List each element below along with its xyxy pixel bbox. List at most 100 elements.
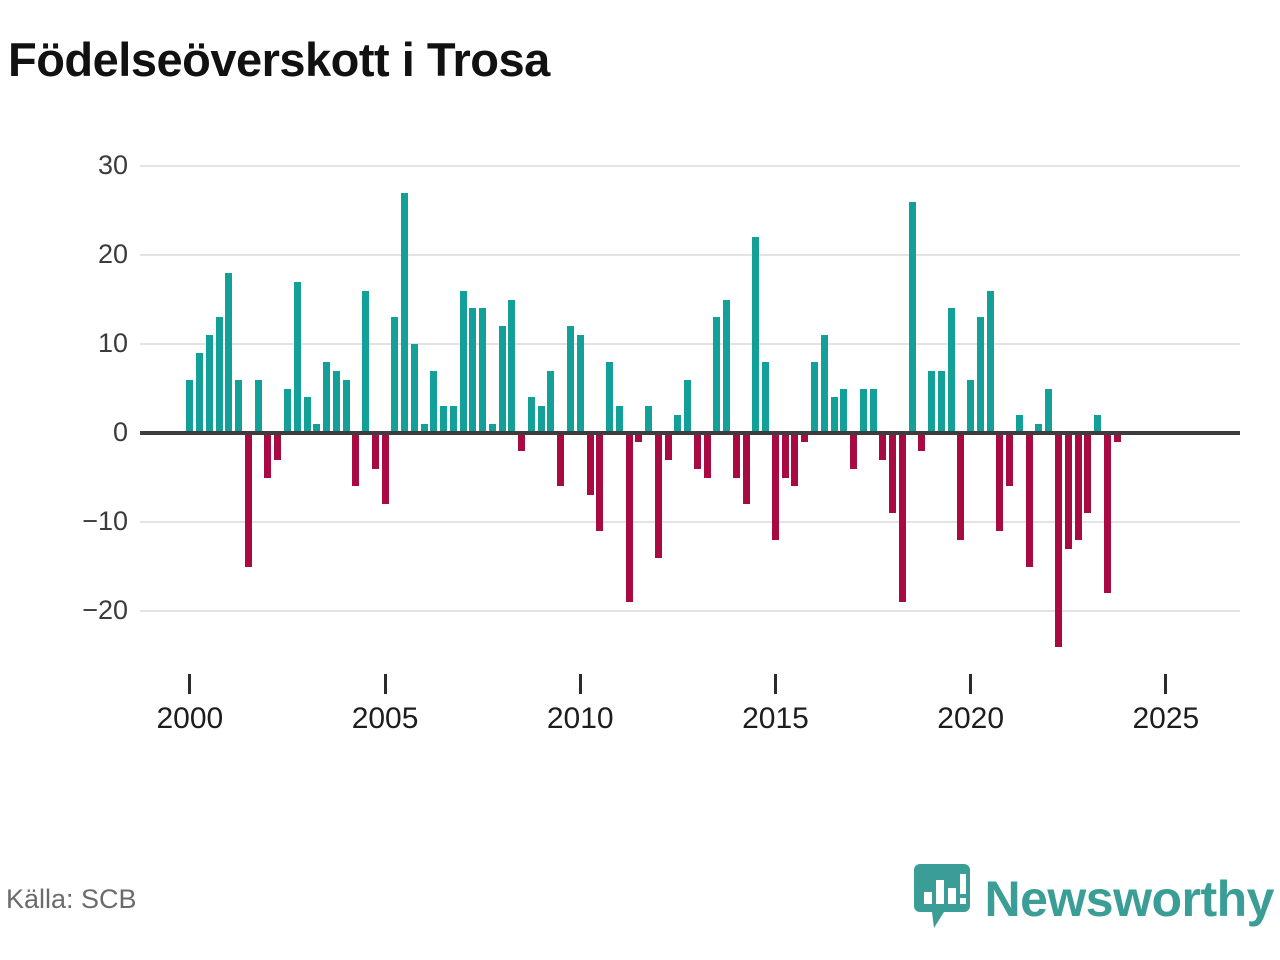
bar [781,433,789,478]
y-axis-tick-label: 30 [97,150,128,180]
bar [967,379,975,433]
bar [186,379,194,433]
x-axis-tick [1164,674,1168,694]
bar-chart-speech-bubble-icon [914,864,971,934]
bar [264,433,272,478]
y-axis-labels: 30 20 10 0 −10 −20 [0,140,1280,660]
bar [879,433,887,460]
plot-area: 30 20 10 0 −10 −20 [0,140,1280,660]
bar [274,433,282,460]
y-axis-tick-label: −10 [82,506,128,536]
bar [664,433,672,460]
zero-axis-line [140,431,1240,435]
y-axis-tick-label: 20 [97,239,128,269]
bar [244,433,252,567]
bar [1006,433,1014,487]
brand-name: Newsworthy [984,871,1274,927]
bar [391,317,399,433]
bar [840,388,848,433]
bar [430,370,438,433]
bar [850,433,858,469]
bar [381,433,389,505]
bar [586,433,594,496]
bar [752,237,760,433]
x-axis-tick [969,674,973,694]
bar [293,281,301,433]
bar [713,317,721,433]
gridline [140,521,1240,523]
gridline [140,254,1240,256]
bar [410,344,418,433]
bar [1045,388,1053,433]
bar [762,361,770,433]
bar [703,433,711,478]
bar [596,433,604,531]
bar [235,379,243,433]
bar [869,388,877,433]
x-axis-tick [578,674,582,694]
bar [889,433,897,514]
bar [479,308,487,433]
bar [313,424,321,433]
bar [527,397,535,433]
x-axis-tick-label: 2000 [156,702,224,735]
bar [488,424,496,433]
y-axis-tick-label: 10 [97,328,128,358]
x-axis-tick [773,674,777,694]
x-axis-tick-label: 2005 [351,702,419,735]
bar [801,433,809,442]
bar [567,326,574,433]
bar [440,406,448,433]
y-axis-tick-label: 0 [112,417,128,447]
bar [625,433,633,603]
bar [654,433,662,558]
bar [1094,415,1102,433]
bar [1064,433,1072,549]
bar [976,317,984,433]
bar [1025,433,1033,567]
bar [1103,433,1111,594]
bar [615,406,623,433]
x-axis-tick-label: 2015 [742,702,809,735]
bar [937,370,945,433]
bar [518,433,526,451]
bar [1113,433,1121,442]
bar [947,308,955,433]
chart-title: Födelseöverskott i Trosa [8,33,550,86]
gridline [140,165,1240,167]
bar [645,406,653,433]
bar [820,335,828,433]
bar [771,433,779,540]
newsworthy-logo[interactable]: Newsworthy [914,862,1274,936]
bar [283,388,291,433]
bar [811,361,818,433]
bar [898,433,906,603]
bar [469,308,477,433]
bar [1035,424,1043,433]
bar [918,433,926,451]
bar [449,406,457,433]
bar [401,192,409,433]
bar [537,406,545,433]
bar [498,326,506,433]
x-axis: 2000 2005 2010 2015 2020 2025 [0,660,1280,750]
gridline [140,610,1240,612]
bar [420,424,428,433]
bar [371,433,379,469]
bar [1074,433,1082,540]
gridlines [0,140,1280,660]
bar-series [0,140,1280,660]
bar [576,335,584,433]
bar [1054,433,1062,647]
bar [508,299,516,433]
bar [225,272,233,433]
bar [547,370,555,433]
bar [215,317,223,433]
x-axis-tick-label: 2025 [1132,702,1200,735]
bar [996,433,1004,531]
bar [859,388,867,433]
bar [254,379,262,433]
bar [557,433,565,487]
x-axis-tick-label: 2020 [937,702,1005,735]
